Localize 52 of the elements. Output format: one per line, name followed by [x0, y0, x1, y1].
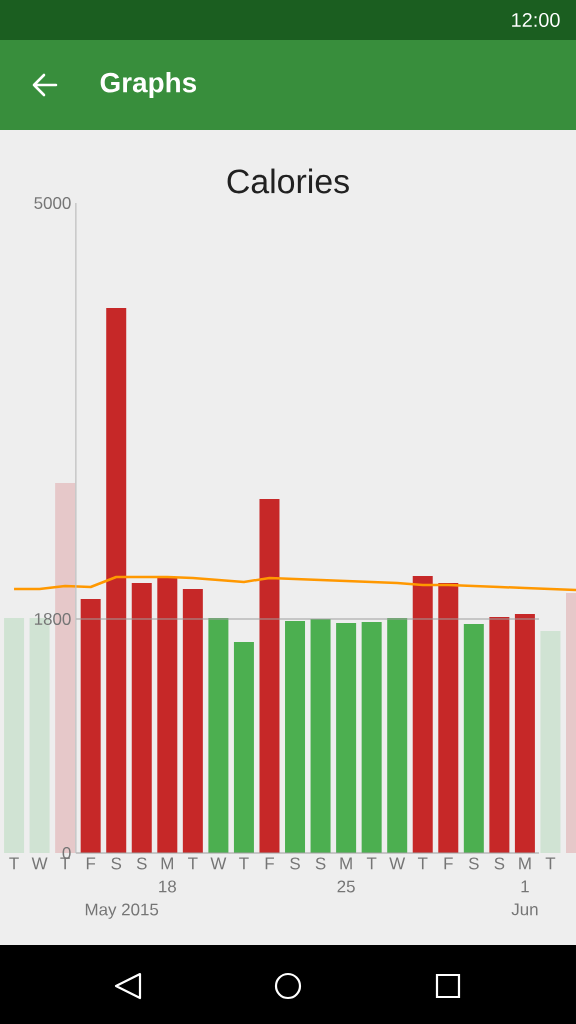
chart-title: Calories [227, 168, 349, 194]
x-tick-label: M [519, 857, 531, 870]
x-tick-label: S [111, 857, 122, 870]
bar [157, 578, 178, 853]
bar [310, 618, 331, 853]
text: 18 [159, 880, 176, 893]
bar [208, 617, 229, 853]
x-tick-label: F [86, 857, 96, 870]
text: 12:00 [512, 12, 560, 28]
x-tick-label: T [9, 857, 19, 870]
x-tick-label: W [31, 857, 48, 870]
bar [540, 630, 561, 853]
y-tick-label: 1800 [34, 612, 71, 625]
bar [80, 598, 101, 853]
x-tick-label: S [468, 857, 479, 870]
x-tick-label: M [340, 857, 352, 870]
x-tick-label: T [188, 857, 198, 870]
bar [387, 617, 408, 853]
bar [259, 499, 280, 853]
x-tick-label: T [239, 857, 249, 870]
x-tick-label: T [545, 857, 556, 870]
x-tick-label: F [265, 857, 274, 870]
bar [233, 642, 254, 853]
x-tick-label: M [161, 857, 173, 870]
text: 25 [337, 880, 355, 893]
bar [336, 623, 357, 853]
bar [285, 620, 306, 853]
bar [106, 308, 127, 853]
x-tick-label: W [210, 857, 227, 870]
x-tick-label: W [389, 857, 406, 870]
bar [514, 614, 535, 853]
bar [412, 575, 433, 853]
text: Graphs [100, 72, 197, 98]
x-tick-label: T [366, 857, 377, 870]
x-tick-label: S [290, 857, 300, 870]
bar [131, 582, 152, 853]
bar [361, 621, 382, 853]
x-tick-label: F [444, 857, 453, 870]
bar [182, 588, 203, 853]
x-tick-label: S [136, 857, 147, 870]
x-tick-label: T [417, 857, 428, 870]
bar [489, 617, 510, 853]
bar [4, 617, 25, 853]
text: May 2015 [85, 903, 159, 919]
bar [463, 623, 484, 853]
bar [438, 582, 459, 853]
text: 1 [521, 880, 529, 893]
x-tick-label: S [315, 857, 326, 870]
x-tick-label: S [494, 857, 505, 870]
text: Jun [511, 903, 538, 916]
y-tick-label: 5000 [34, 196, 71, 209]
y-tick-label: 0 [62, 846, 71, 859]
